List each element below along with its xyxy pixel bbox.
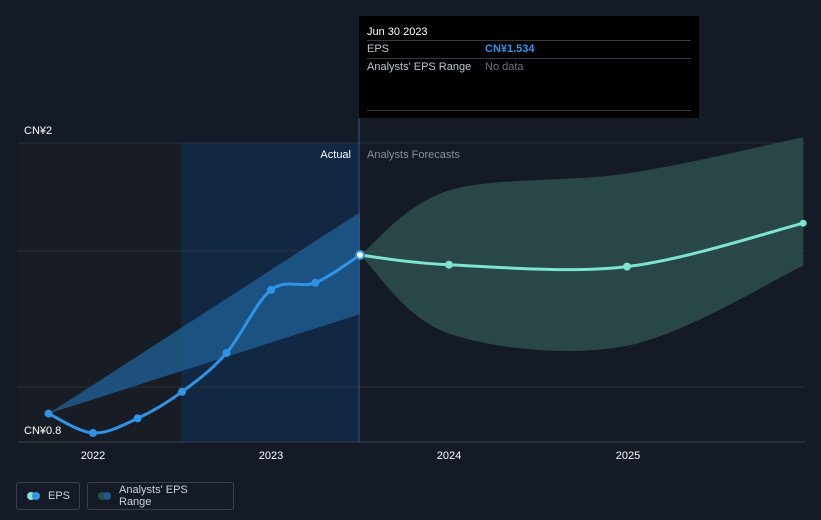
tooltip-date: Jun 30 2023 — [367, 26, 428, 38]
eps-point-6 — [311, 278, 320, 287]
region-label-forecast: Analysts Forecasts — [367, 149, 460, 161]
forecast-eps-range-band — [360, 137, 804, 351]
tooltip-range-value: No data — [485, 61, 524, 73]
legend-range-toggle[interactable]: Analysts' EPS Range — [87, 482, 234, 510]
legend-eps-label: EPS — [48, 490, 71, 502]
series-points — [44, 219, 807, 437]
range-legend-swatch-icon — [98, 492, 111, 500]
series-line-eps-forecast — [358, 221, 805, 272]
range-bands — [48, 137, 804, 414]
x-tick-label-2024: 2024 — [437, 450, 461, 462]
y-tick-label-bottom: CN¥0.8 — [24, 425, 61, 437]
series-lines — [47, 221, 805, 435]
legend-eps-toggle[interactable]: EPS — [16, 482, 80, 510]
tooltip-eps-value: CN¥1.534 — [485, 43, 535, 55]
eps-point-3 — [178, 387, 186, 396]
tooltip-eps-row: EPS CN¥1.534 — [367, 40, 691, 58]
tooltip-divider — [367, 110, 691, 111]
region-label-actual: Actual — [320, 149, 351, 161]
eps-point-4 — [222, 349, 231, 357]
tooltip-eps-label: EPS — [367, 43, 390, 55]
hover-tooltip: Jun 30 2023 EPS CN¥1.534 Analysts' EPS R… — [359, 16, 699, 118]
x-tick-label-2025: 2025 — [616, 450, 640, 462]
eps-point-1 — [89, 429, 97, 437]
legend-range-label: Analysts' EPS Range — [119, 484, 188, 508]
series-line-eps — [47, 253, 362, 435]
historical-eps-range-band — [48, 212, 360, 414]
eps-point-0 — [44, 409, 53, 418]
forecast-point-3 — [799, 219, 807, 227]
x-tick-label-2023: 2023 — [259, 450, 283, 462]
forecast-point-1 — [445, 260, 453, 269]
tooltip-range-row: Analysts' EPS Range No data — [367, 58, 691, 76]
y-tick-label-top: CN¥2 — [24, 125, 52, 137]
forecast-point-2 — [623, 262, 631, 271]
tooltip-range-label: Analysts' EPS Range — [367, 61, 472, 73]
eps-point-7 — [355, 250, 365, 260]
eps-point-5 — [267, 285, 275, 294]
eps-legend-swatch-icon — [27, 492, 40, 500]
eps-point-2 — [133, 414, 142, 423]
x-tick-label-2022: 2022 — [81, 450, 105, 462]
